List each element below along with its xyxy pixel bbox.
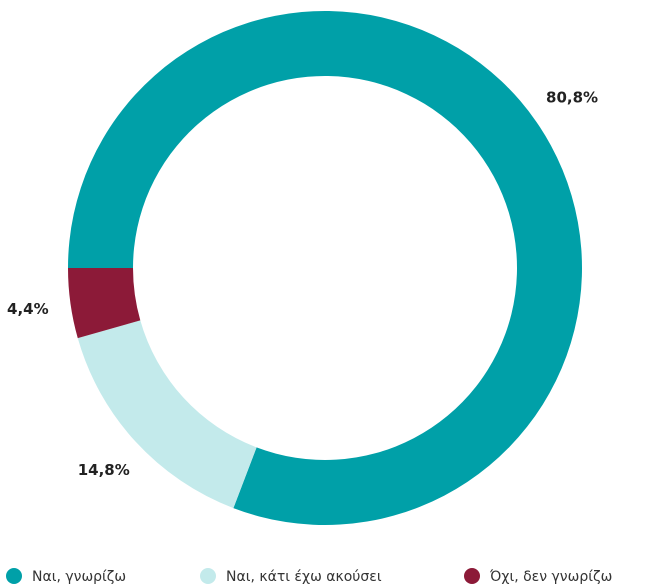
value-label: 4,4% xyxy=(7,300,49,318)
legend-swatch xyxy=(200,568,216,584)
donut-segment xyxy=(68,268,141,339)
legend-swatch xyxy=(6,568,22,584)
legend-swatch xyxy=(464,568,480,584)
value-label: 80,8% xyxy=(546,88,598,106)
legend-label: Ναι, γνωρίζω xyxy=(32,569,126,585)
donut-segment xyxy=(77,320,257,509)
legend-label: Ναι, κάτι έχω ακούσει xyxy=(226,569,382,585)
legend-label: Όχι, δεν γνωρίζω xyxy=(489,569,612,585)
value-label: 14,8% xyxy=(78,461,130,479)
